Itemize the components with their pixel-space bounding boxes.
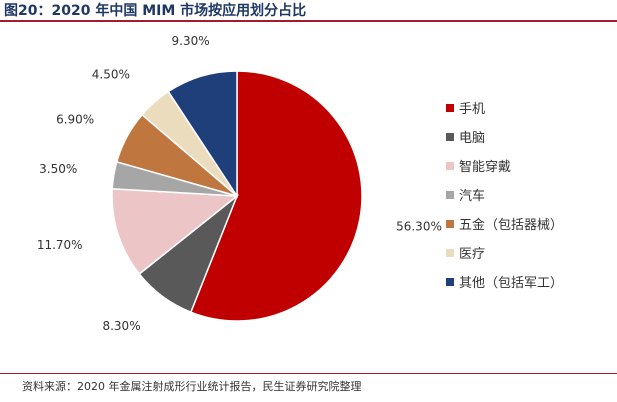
- figure-title: 图20：2020 年中国 MIM 市场按应用划分占比: [4, 3, 307, 19]
- legend-swatch-computer: [446, 133, 454, 141]
- data-label-auto: 3.50%: [39, 162, 77, 176]
- legend-swatch-hardware: [446, 220, 454, 228]
- legend-label-auto: 汽车: [459, 188, 485, 204]
- legend-label-medical: 医疗: [459, 247, 485, 262]
- legend-label-other: 其他（包括军工）: [459, 276, 563, 291]
- data-label-wearable: 11.70%: [37, 238, 83, 252]
- legend-swatch-other: [446, 278, 454, 286]
- legend-label-hardware: 五金（包括器械）: [459, 217, 563, 233]
- legend-swatch-phone: [446, 104, 454, 112]
- legend-label-computer: 电脑: [459, 131, 485, 146]
- legend-item-auto: 汽车: [446, 188, 485, 204]
- data-label-phone: 56.30%: [396, 220, 442, 234]
- title-rule: [0, 20, 617, 22]
- slice-labels: 56.30% 8.30% 11.70% 3.50% 6.90% 4.50% 9.30%: [37, 34, 442, 333]
- source-note: 资料来源：2020 年金属注射成形行业统计报告，民生证券研究院整理: [22, 380, 362, 393]
- legend-swatch-auto: [446, 191, 454, 199]
- pie-slice-other: [167, 70, 238, 199]
- legend-item-hardware: 五金（包括器械）: [446, 217, 563, 233]
- data-label-other: 9.30%: [172, 34, 210, 48]
- legend-item-computer: 电脑: [446, 131, 485, 146]
- legend-swatch-medical: [446, 249, 454, 257]
- legend-item-wearable: 智能穿戴: [446, 159, 511, 175]
- source-rule: [0, 373, 617, 374]
- data-label-computer: 8.30%: [102, 319, 140, 333]
- data-label-hardware: 6.90%: [56, 112, 94, 126]
- legend-item-phone: 手机: [446, 102, 485, 117]
- data-label-medical: 4.50%: [92, 67, 130, 81]
- legend-label-wearable: 智能穿戴: [459, 159, 511, 175]
- legend-label-phone: 手机: [459, 102, 485, 117]
- legend-item-other: 其他（包括军工）: [446, 276, 563, 291]
- pie-slice-wearable: [111, 187, 239, 276]
- legend-item-medical: 医疗: [446, 247, 485, 262]
- pie-slice-phone: [189, 70, 363, 322]
- pie-slices: [111, 70, 363, 322]
- pie-chart: 56.30% 8.30% 11.70% 3.50% 6.90% 4.50% 9.30% 手机…: [37, 34, 563, 333]
- legend-swatch-wearable: [446, 162, 454, 170]
